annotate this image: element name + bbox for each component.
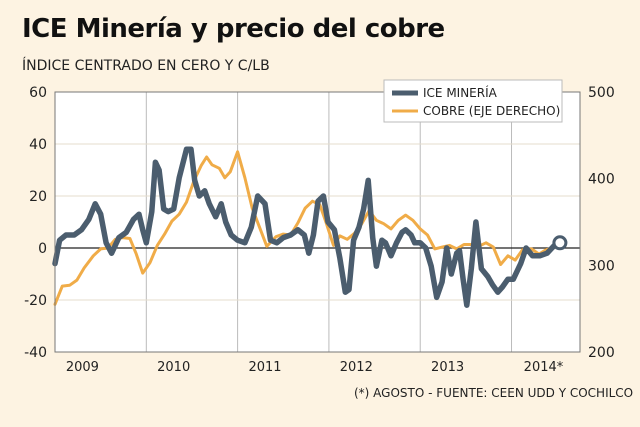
y-axis-left: 60 40 20 0 -20 -40 — [24, 85, 47, 361]
legend-label-ice: ICE MINERÍA — [423, 85, 498, 100]
x-tick-label: 2014* — [524, 360, 564, 375]
x-tick-label: 2013 — [431, 360, 464, 375]
y-right-tick-label: 500 — [588, 85, 615, 101]
legend-label-cobre: COBRE (EJE DERECHO) — [423, 104, 560, 118]
x-tick-label: 2009 — [66, 360, 99, 375]
y-left-tick-label: -40 — [24, 345, 47, 361]
y-right-tick-label: 400 — [588, 172, 615, 188]
x-axis: 2009 2010 2011 2012 2013 2014* — [66, 360, 564, 375]
chart-subtitle: ÍNDICE CENTRADO EN CERO Y C/LB — [22, 58, 270, 74]
series-end-marker — [552, 235, 568, 251]
chart-title: ICE Minería y precio del cobre — [22, 14, 445, 44]
y-left-tick-label: 40 — [29, 137, 47, 153]
y-right-tick-label: 300 — [588, 258, 615, 274]
y-left-tick-label: 0 — [38, 241, 47, 257]
y-right-tick-label: 200 — [588, 345, 615, 361]
y-left-tick-label: 60 — [29, 85, 47, 101]
x-tick-label: 2012 — [340, 360, 373, 375]
legend-box — [383, 79, 563, 123]
series-layer — [52, 146, 568, 308]
y-left-tick-label: -20 — [24, 293, 47, 309]
x-tick-label: 2010 — [157, 360, 190, 375]
y-left-tick-label: 20 — [29, 189, 47, 205]
legend: ICE MINERÍA COBRE (EJE DERECHO) — [383, 79, 563, 123]
y-axis-right: 500 400 300 200 — [588, 85, 615, 361]
plot-frame — [54, 91, 581, 353]
source-note: (*) AGOSTO - FUENTE: CEEN UDD Y COCHILCO — [354, 386, 634, 400]
x-tick-label: 2011 — [248, 360, 281, 375]
series-line-ice-mineria — [52, 146, 563, 308]
